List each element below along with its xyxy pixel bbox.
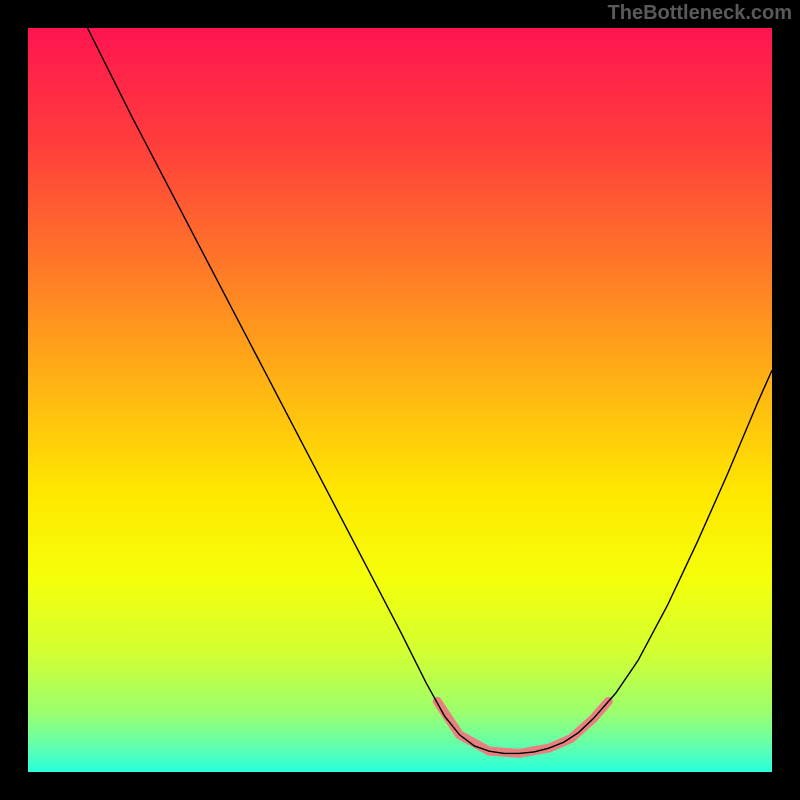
plot-area: [28, 28, 772, 772]
watermark-text: TheBottleneck.com: [608, 2, 792, 25]
main-curve: [88, 28, 772, 753]
curve-layer: [28, 28, 772, 772]
chart-container: TheBottleneck.com: [0, 0, 800, 800]
highlight-segment: [437, 701, 608, 753]
